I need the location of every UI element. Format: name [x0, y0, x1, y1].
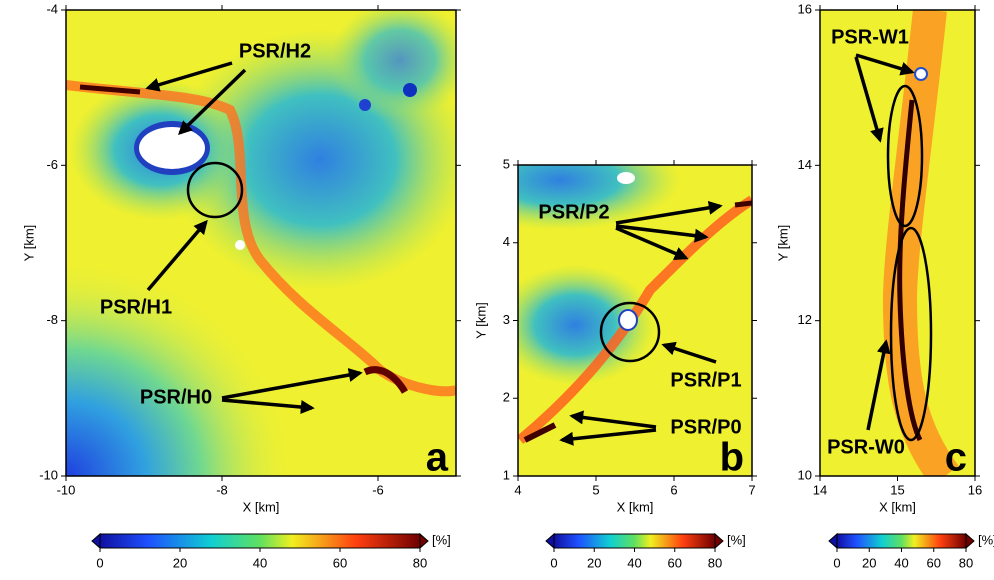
- y-axis-label: Y [km]: [775, 225, 790, 262]
- colorbar-unit: [%]: [727, 532, 746, 547]
- x-axis-label: X [km]: [879, 499, 916, 514]
- colorbar: [100, 534, 420, 548]
- figure: PSR/H2 PSR/H1 PSR/H0 PSR/P2 PSR/P1 PSR/P…: [0, 0, 994, 580]
- x-axis-label: X [km]: [243, 499, 280, 514]
- colorbar-tick-label: 60: [333, 555, 347, 570]
- y-tick-label: 14: [798, 157, 812, 172]
- y-tick-label: 16: [798, 1, 812, 16]
- colorbar-tick-label: 0: [550, 555, 557, 570]
- x-tick-label: 16: [968, 482, 982, 497]
- x-tick-label: 15: [890, 482, 904, 497]
- colorbar-unit: [%]: [978, 532, 994, 547]
- y-tick-label: 1: [503, 467, 510, 482]
- colorbar-tick-label: 80: [959, 555, 973, 570]
- annotation: PSR/H2: [239, 40, 311, 62]
- colorbar-tick-label: 60: [668, 555, 682, 570]
- colorbar-tick-label: 80: [413, 555, 427, 570]
- y-tick-label: 2: [503, 390, 510, 405]
- colorbar-end: [715, 534, 723, 548]
- colorbar-end: [92, 534, 100, 548]
- x-tick-label: 14: [813, 482, 827, 497]
- x-tick-label: 6: [670, 482, 677, 497]
- x-axis-label: X [km]: [617, 499, 654, 514]
- x-tick-label: 5: [592, 482, 599, 497]
- colorbar-tick-label: 20: [587, 555, 601, 570]
- y-tick-label: 12: [798, 312, 812, 327]
- y-tick-label: -4: [46, 1, 58, 16]
- annotation: PSR/P1: [670, 369, 741, 391]
- colorbar: [837, 534, 966, 548]
- colorbar-tick-label: 20: [173, 555, 187, 570]
- colorbar-tick-label: 80: [708, 555, 722, 570]
- colorbar-end: [966, 534, 974, 548]
- y-axis-label: Y [km]: [473, 302, 488, 339]
- colorbar-end: [420, 534, 428, 548]
- x-tick-label: 7: [748, 482, 755, 497]
- annotation: PSR-W1: [831, 26, 909, 48]
- panel-letter: a: [426, 436, 449, 480]
- y-tick-label: 3: [503, 312, 510, 327]
- x-tick-label: 4: [514, 482, 521, 497]
- colorbar-tick-label: 20: [862, 555, 876, 570]
- x-tick-label: -10: [57, 482, 76, 497]
- annotation: PSR-W0: [827, 436, 905, 458]
- y-tick-label: 10: [798, 467, 812, 482]
- panel-letter: c: [945, 436, 967, 480]
- colorbar-end: [546, 534, 554, 548]
- colorbar-tick-label: 40: [253, 555, 267, 570]
- panel-letter: b: [720, 436, 744, 480]
- colorbar-tick-label: 0: [833, 555, 840, 570]
- y-tick-label: -8: [46, 312, 58, 327]
- colorbar-unit: [%]: [432, 532, 451, 547]
- y-tick-label: 4: [503, 234, 510, 249]
- annotation: PSR/P2: [538, 201, 609, 223]
- y-tick-label: -6: [46, 157, 58, 172]
- colorbar-end: [829, 534, 837, 548]
- colorbar-tick-label: 40: [627, 555, 641, 570]
- y-tick-label: 5: [503, 156, 510, 171]
- colorbar-tick-label: 40: [894, 555, 908, 570]
- y-axis-label: Y [km]: [21, 225, 36, 262]
- colorbar: [554, 534, 715, 548]
- annotation: PSR/H0: [140, 386, 212, 408]
- colorbar-tick-label: 60: [927, 555, 941, 570]
- x-tick-label: -8: [216, 482, 228, 497]
- y-tick-label: -10: [39, 467, 58, 482]
- x-tick-label: -6: [372, 482, 384, 497]
- colorbar-tick-label: 0: [96, 555, 103, 570]
- annotation: PSR/H1: [100, 296, 172, 318]
